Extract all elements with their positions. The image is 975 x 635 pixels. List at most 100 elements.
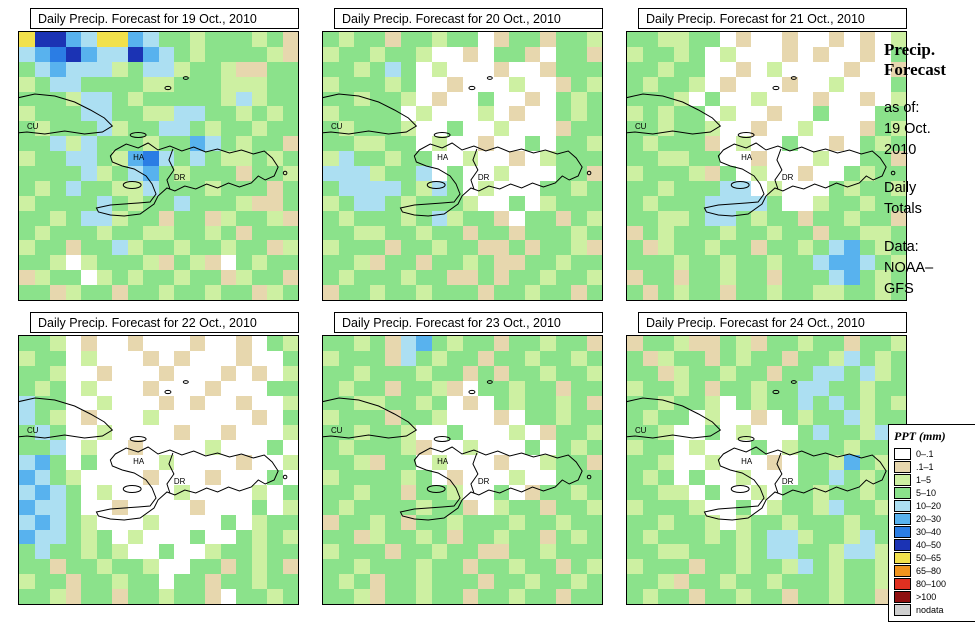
precip-cell [236, 91, 252, 107]
precip-cell [251, 76, 267, 92]
precip-cell [431, 61, 447, 77]
precip-cell [416, 255, 432, 271]
precip-cell [673, 136, 689, 152]
precip-cell [81, 106, 97, 122]
precip-cell [369, 380, 385, 396]
precip-cell [323, 136, 339, 152]
precip-cell [385, 499, 401, 515]
precip-cell [174, 350, 190, 366]
precip-cell [323, 166, 339, 181]
precip-cell [65, 529, 81, 545]
precip-cell [782, 285, 798, 300]
precip-cell [782, 455, 798, 470]
precip-cell [673, 514, 689, 530]
precip-cell [704, 559, 720, 575]
precip-cell [586, 529, 602, 545]
precip-cell [220, 440, 236, 456]
precip-cell [493, 210, 509, 226]
precip-cell [586, 121, 602, 137]
precip-cell [462, 91, 478, 107]
precip-cell [50, 499, 66, 515]
precip-cell [236, 240, 252, 256]
precip-cell [689, 529, 705, 545]
precip-cell [65, 76, 81, 92]
precip-cell [385, 136, 401, 152]
precip-cell [220, 514, 236, 530]
precip-cell [50, 195, 66, 211]
precip-cell [890, 410, 906, 426]
precip-cell [220, 136, 236, 152]
precip-cell [493, 365, 509, 381]
precip-cell [844, 225, 860, 241]
precip-cell [112, 425, 128, 441]
precip-cell [828, 514, 844, 530]
precip-cell [642, 544, 658, 560]
precip-cell [50, 106, 66, 122]
precip-cell [251, 106, 267, 122]
precip-cell [704, 529, 720, 545]
precip-cell [50, 589, 66, 604]
precip-cell [189, 365, 205, 381]
precip-cell [797, 106, 813, 122]
precip-cell [524, 255, 540, 271]
precip-cell [627, 350, 643, 366]
precip-cell [220, 91, 236, 107]
precip-cell [673, 499, 689, 515]
precip-cell [813, 46, 829, 62]
precip-cell [205, 514, 221, 530]
precip-cell [493, 589, 509, 604]
precip-cell [19, 255, 35, 271]
precip-cell [447, 589, 463, 604]
precip-cell [844, 255, 860, 271]
precip-cell [323, 240, 339, 256]
precip-cell [338, 529, 354, 545]
precip-cell [571, 410, 587, 426]
precip-cell [766, 440, 782, 456]
precip-cell [751, 240, 767, 256]
precip-cell [282, 395, 298, 411]
precip-cell [416, 470, 432, 485]
precip-cell [658, 410, 674, 426]
precip-cell [627, 470, 643, 485]
precip-cell [267, 136, 283, 152]
precip-cell [859, 210, 875, 226]
precip-cell [658, 255, 674, 271]
precip-cell [642, 559, 658, 575]
precip-cell [112, 380, 128, 396]
precip-cell [323, 410, 339, 426]
precip-cell [844, 365, 860, 381]
precip-cell [766, 225, 782, 241]
precip-cell [369, 499, 385, 515]
precip-cell [797, 544, 813, 560]
precip-cell [369, 544, 385, 560]
precip-cell [19, 559, 35, 575]
precip-cell [828, 395, 844, 411]
precip-cell [267, 365, 283, 381]
precip-cell [96, 395, 112, 411]
precip-cell [844, 559, 860, 575]
precip-cell [493, 350, 509, 366]
precip-cell [19, 210, 35, 226]
precip-cell [478, 210, 494, 226]
precip-cell [34, 210, 50, 226]
precip-cell [571, 210, 587, 226]
sidebar-text-line: 19 Oct. [884, 120, 931, 137]
precip-cell [875, 484, 891, 500]
precip-cell [540, 365, 556, 381]
precip-cell [220, 559, 236, 575]
precip-cell [813, 425, 829, 441]
sidebar-title: Precip. Forecast [884, 40, 975, 81]
precip-cell [220, 499, 236, 515]
precip-cell [236, 195, 252, 211]
precip-cell [267, 76, 283, 92]
precip-cell [720, 210, 736, 226]
precip-cell [462, 76, 478, 92]
precip-cell [369, 336, 385, 351]
precip-cell [627, 514, 643, 530]
precip-cell [673, 380, 689, 396]
precip-cell [282, 240, 298, 256]
precip-cell [782, 380, 798, 396]
precip-cell [571, 240, 587, 256]
precip-cell [385, 559, 401, 575]
precip-cell [416, 514, 432, 530]
